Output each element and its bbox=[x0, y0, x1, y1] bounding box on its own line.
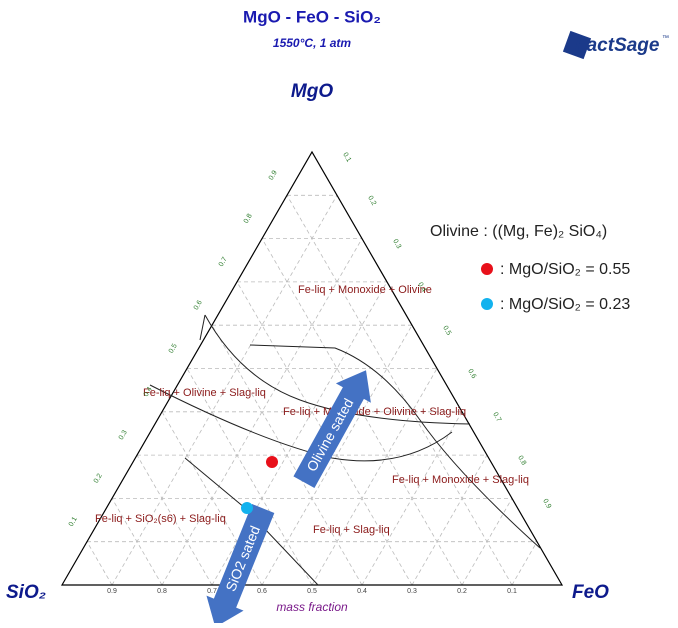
logo-mark: ™ bbox=[662, 35, 669, 42]
region-label: Fe-liq + Monoxide + Slag-liq bbox=[392, 474, 529, 486]
region-label: Fe-liq + Monoxide + Olivine + Slag-liq bbox=[283, 406, 466, 418]
grid-line bbox=[86, 541, 113, 586]
legend-label: : MgO/SiO₂ = 0.55 bbox=[500, 261, 630, 278]
tick-label: 0.8 bbox=[157, 588, 167, 595]
region-label: Fe-liq + Monoxide + Olivine bbox=[298, 284, 432, 296]
grid-line bbox=[286, 195, 513, 586]
vertex-label: MgO bbox=[291, 81, 333, 102]
legend-title: Olivine : ((Mg, Fe)₂ SiO₄) bbox=[430, 223, 607, 240]
tick-label: 0.7 bbox=[491, 411, 502, 423]
tick-label: 0.3 bbox=[391, 238, 402, 250]
tick-label: 0.8 bbox=[516, 455, 527, 467]
tick-label: 0.5 bbox=[441, 325, 452, 337]
tick-label: 0.5 bbox=[307, 588, 317, 595]
boundary bbox=[249, 344, 541, 549]
tick-label: 0.3 bbox=[407, 588, 417, 595]
composition-point bbox=[241, 502, 253, 514]
composition-point bbox=[266, 456, 278, 468]
tick-label: 0.2 bbox=[457, 588, 467, 595]
phase-boundaries bbox=[149, 314, 541, 586]
tick-label: 0.7 bbox=[207, 588, 217, 595]
grid-line bbox=[136, 454, 213, 586]
boundary bbox=[204, 314, 471, 425]
tick-label: 0.1 bbox=[68, 516, 79, 528]
legend-label: : MgO/SiO₂ = 0.23 bbox=[500, 296, 630, 313]
tick-label: 0.6 bbox=[466, 368, 477, 380]
tick-label: 0.4 bbox=[357, 588, 367, 595]
tick-label: 0.4 bbox=[416, 281, 427, 293]
tick-label: 0.1 bbox=[341, 152, 352, 164]
tick-label: 0.9 bbox=[107, 588, 117, 595]
arrow-shape bbox=[206, 504, 275, 628]
tick-label: 0.9 bbox=[268, 169, 279, 181]
legend-marker bbox=[481, 298, 493, 310]
grid-line bbox=[236, 281, 413, 586]
arrow: Olivine sated bbox=[293, 370, 371, 489]
grid-line bbox=[111, 195, 338, 586]
grid-line bbox=[411, 454, 488, 586]
tick-label: 0.3 bbox=[118, 429, 129, 441]
tick-label: 0.2 bbox=[366, 195, 377, 207]
grid-line bbox=[211, 325, 363, 586]
tick-label: 0.4 bbox=[143, 386, 154, 398]
boundary bbox=[199, 314, 206, 341]
logo: FactSage ™ bbox=[562, 30, 669, 60]
tick-label: 0.6 bbox=[257, 588, 267, 595]
region-label: Fe-liq + Olivine + Slag-liq bbox=[143, 387, 266, 399]
title: MgO - FeO - SiO₂ bbox=[243, 7, 381, 26]
grid-line bbox=[511, 541, 538, 586]
grid-line bbox=[261, 238, 463, 586]
logo-icon bbox=[562, 30, 592, 60]
tick-label: 0.2 bbox=[93, 473, 104, 485]
tick-label: 0.9 bbox=[541, 498, 552, 510]
subtitle: 1550°C, 1 atm bbox=[273, 36, 352, 50]
grid-line bbox=[111, 498, 163, 586]
tick-label: 0.1 bbox=[507, 588, 517, 595]
triangle bbox=[60, 150, 564, 586]
vertex-label: FeO bbox=[572, 582, 609, 603]
tick-label: 0.6 bbox=[193, 299, 204, 311]
tick-label: 0.5 bbox=[168, 343, 179, 355]
vertex-label: SiO₂ bbox=[6, 582, 46, 603]
arrow-shape bbox=[293, 370, 371, 489]
legend-marker bbox=[481, 263, 493, 275]
axis-note: mass fraction bbox=[276, 600, 348, 614]
region-label: Fe-liq + Slag-liq bbox=[313, 524, 390, 536]
region-label: Fe-liq + SiO₂(s6) + Slag-liq bbox=[95, 513, 226, 525]
tick-label: 0.8 bbox=[243, 213, 254, 225]
logo-text: FactSage bbox=[575, 35, 660, 56]
grid-line bbox=[161, 411, 263, 586]
tick-label: 0.7 bbox=[218, 256, 229, 268]
